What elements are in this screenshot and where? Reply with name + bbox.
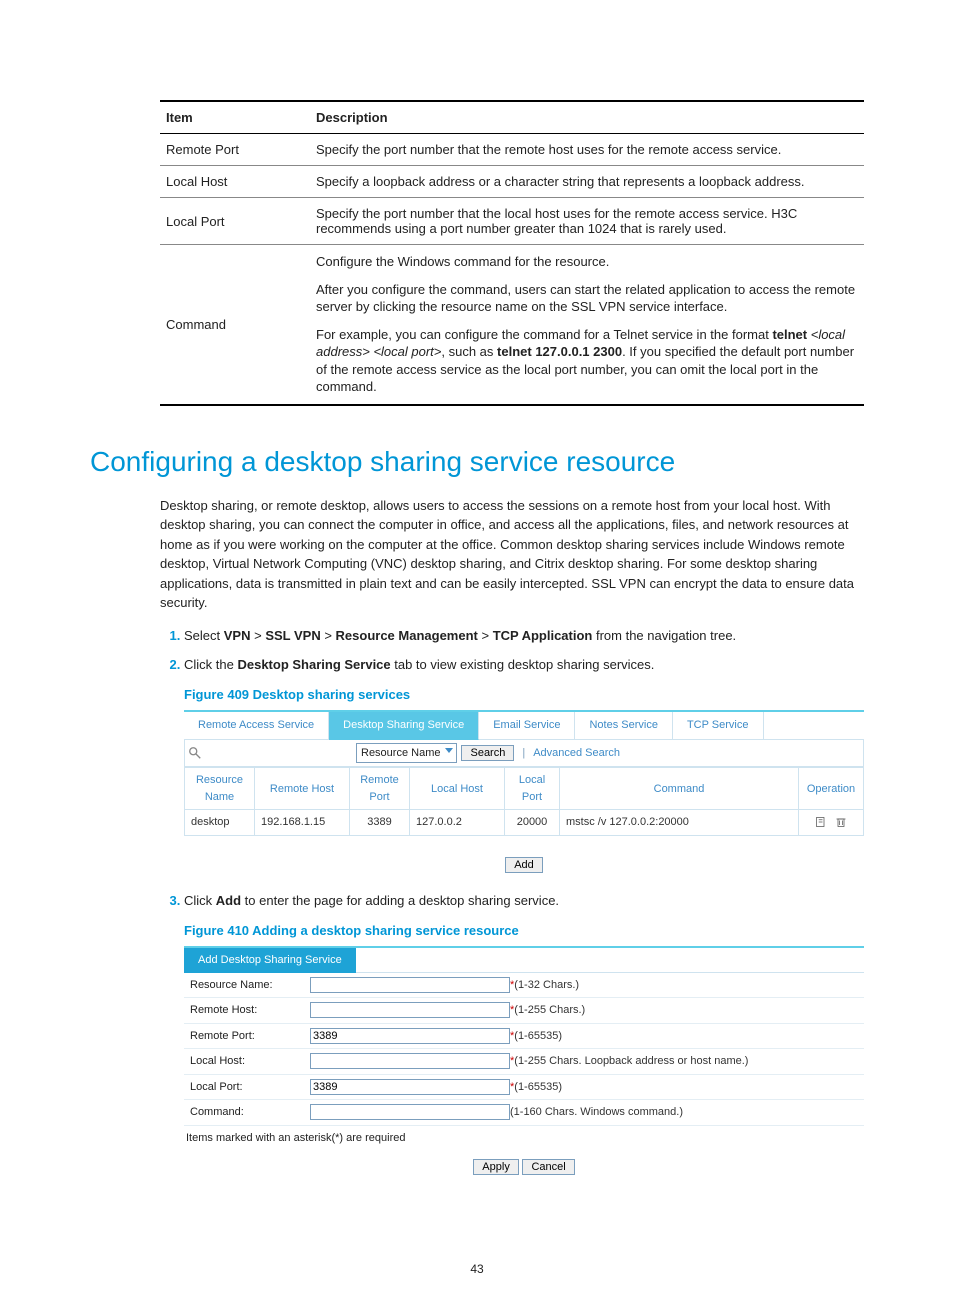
search-input[interactable] [206, 744, 352, 762]
th-item: Item [160, 101, 310, 134]
figure-410: Add Desktop Sharing Service Resource Nam… [184, 946, 864, 1176]
intro-paragraph: Desktop sharing, or remote desktop, allo… [160, 496, 864, 613]
form-label: Remote Host: [184, 998, 304, 1024]
tab-desktop-sharing[interactable]: Desktop Sharing Service [329, 712, 479, 740]
form-input[interactable] [310, 1104, 510, 1120]
apply-button[interactable]: Apply [473, 1159, 519, 1175]
cancel-button[interactable]: Cancel [522, 1159, 574, 1175]
th-description: Description [310, 101, 864, 134]
form-hint: *(1-65535) [510, 1081, 562, 1093]
add-service-tab: Add Desktop Sharing Service [184, 948, 356, 973]
form-hint: *(1-255 Chars. Loopback address or host … [510, 1055, 748, 1067]
cell-operation [799, 810, 864, 836]
tabs-filler [764, 712, 865, 740]
tab-email-service[interactable]: Email Service [479, 712, 575, 740]
form-hint: *(1-255 Chars.) [510, 1004, 585, 1016]
search-button[interactable]: Search [461, 745, 514, 761]
form-input[interactable] [310, 1002, 510, 1018]
cell-local-host: 127.0.0.2 [410, 810, 505, 836]
cell-remote-host: 192.168.1.15 [255, 810, 350, 836]
form-row: Local Host: *(1-255 Chars. Loopback addre… [184, 1049, 864, 1075]
required-note: Items marked with an asterisk(*) are req… [184, 1126, 864, 1151]
cmd-p2: After you configure the command, users c… [316, 281, 858, 316]
cell-resource-name: desktop [185, 810, 255, 836]
form-label: Local Host: [184, 1049, 304, 1075]
step-3: Click Add to enter the page for adding a… [184, 891, 864, 1176]
table-row: desktop 192.168.1.15 3389 127.0.0.2 2000… [185, 810, 864, 836]
col-remote-host[interactable]: Remote Host [255, 768, 350, 810]
tab-notes-service[interactable]: Notes Service [575, 712, 672, 740]
step-1: Select VPN > SSL VPN > Resource Manageme… [184, 626, 864, 646]
col-remote-port[interactable]: Remote Port [350, 768, 410, 810]
col-resource-name[interactable]: Resource Name [185, 768, 255, 810]
required-asterisk: * [510, 1081, 514, 1093]
form-input[interactable] [310, 977, 510, 993]
row-remote-port-item: Remote Port [160, 134, 310, 166]
form-row: Command: (1-160 Chars. Windows command.) [184, 1100, 864, 1126]
cmd-p3: For example, you can configure the comma… [316, 326, 858, 396]
col-local-port[interactable]: Local Port [505, 768, 560, 810]
edit-icon[interactable] [813, 816, 829, 828]
section-heading: Configuring a desktop sharing service re… [90, 446, 864, 478]
required-asterisk: * [510, 1004, 514, 1016]
delete-icon[interactable] [833, 816, 849, 828]
services-table: Resource Name Remote Host Remote Port Lo… [184, 767, 864, 836]
row-command-item: Command [160, 245, 310, 405]
required-asterisk: * [510, 1030, 514, 1042]
row-command-desc: Configure the Windows command for the re… [310, 245, 864, 405]
form-hint: *(1-32 Chars.) [510, 979, 579, 991]
col-local-host[interactable]: Local Host [410, 768, 505, 810]
steps-list: Select VPN > SSL VPN > Resource Manageme… [160, 626, 864, 1176]
search-icon [188, 746, 202, 760]
figure-409: Remote Access Service Desktop Sharing Se… [184, 710, 864, 873]
row-local-host-desc: Specify a loopback address or a characte… [310, 166, 864, 198]
form-input[interactable] [310, 1028, 510, 1044]
row-local-host-item: Local Host [160, 166, 310, 198]
cell-command: mstsc /v 127.0.0.2:20000 [560, 810, 799, 836]
required-asterisk: * [510, 979, 514, 991]
tab-remote-access[interactable]: Remote Access Service [184, 712, 329, 740]
row-local-port-desc: Specify the port number that the local h… [310, 198, 864, 245]
form-label: Local Port: [184, 1074, 304, 1100]
description-table: Item Description Remote Port Specify the… [160, 100, 864, 406]
form-input[interactable] [310, 1079, 510, 1095]
col-operation: Operation [799, 768, 864, 810]
form-row: Resource Name: *(1-32 Chars.) [184, 973, 864, 998]
form-row: Local Port: *(1-65535) [184, 1074, 864, 1100]
search-bar: Resource Name Search | Advanced Search [184, 740, 864, 768]
form-input[interactable] [310, 1053, 510, 1069]
cell-local-port: 20000 [505, 810, 560, 836]
service-tabs: Remote Access Service Desktop Sharing Se… [184, 712, 864, 740]
form-hint: (1-160 Chars. Windows command.) [510, 1106, 683, 1118]
row-local-port-item: Local Port [160, 198, 310, 245]
required-asterisk: * [510, 1055, 514, 1067]
form-hint: *(1-65535) [510, 1030, 562, 1042]
step-2: Click the Desktop Sharing Service tab to… [184, 655, 864, 873]
search-field-select[interactable]: Resource Name [356, 743, 457, 764]
col-command[interactable]: Command [560, 768, 799, 810]
form-row: Remote Host: *(1-255 Chars.) [184, 998, 864, 1024]
row-remote-port-desc: Specify the port number that the remote … [310, 134, 864, 166]
page-number: 43 [0, 1262, 954, 1276]
advanced-search-link[interactable]: Advanced Search [533, 745, 620, 762]
form-label: Remote Port: [184, 1023, 304, 1049]
form-label: Command: [184, 1100, 304, 1126]
cmd-p1: Configure the Windows command for the re… [316, 253, 858, 271]
figure-409-caption: Figure 409 Desktop sharing services [184, 685, 864, 705]
add-service-form: Resource Name: *(1-32 Chars.) Remote Host:… [184, 973, 864, 1126]
form-label: Resource Name: [184, 973, 304, 998]
figure-410-caption: Figure 410 Adding a desktop sharing serv… [184, 921, 864, 941]
cell-remote-port: 3389 [350, 810, 410, 836]
form-row: Remote Port: *(1-65535) [184, 1023, 864, 1049]
tab-tcp-service[interactable]: TCP Service [673, 712, 764, 740]
add-button[interactable]: Add [505, 857, 543, 873]
